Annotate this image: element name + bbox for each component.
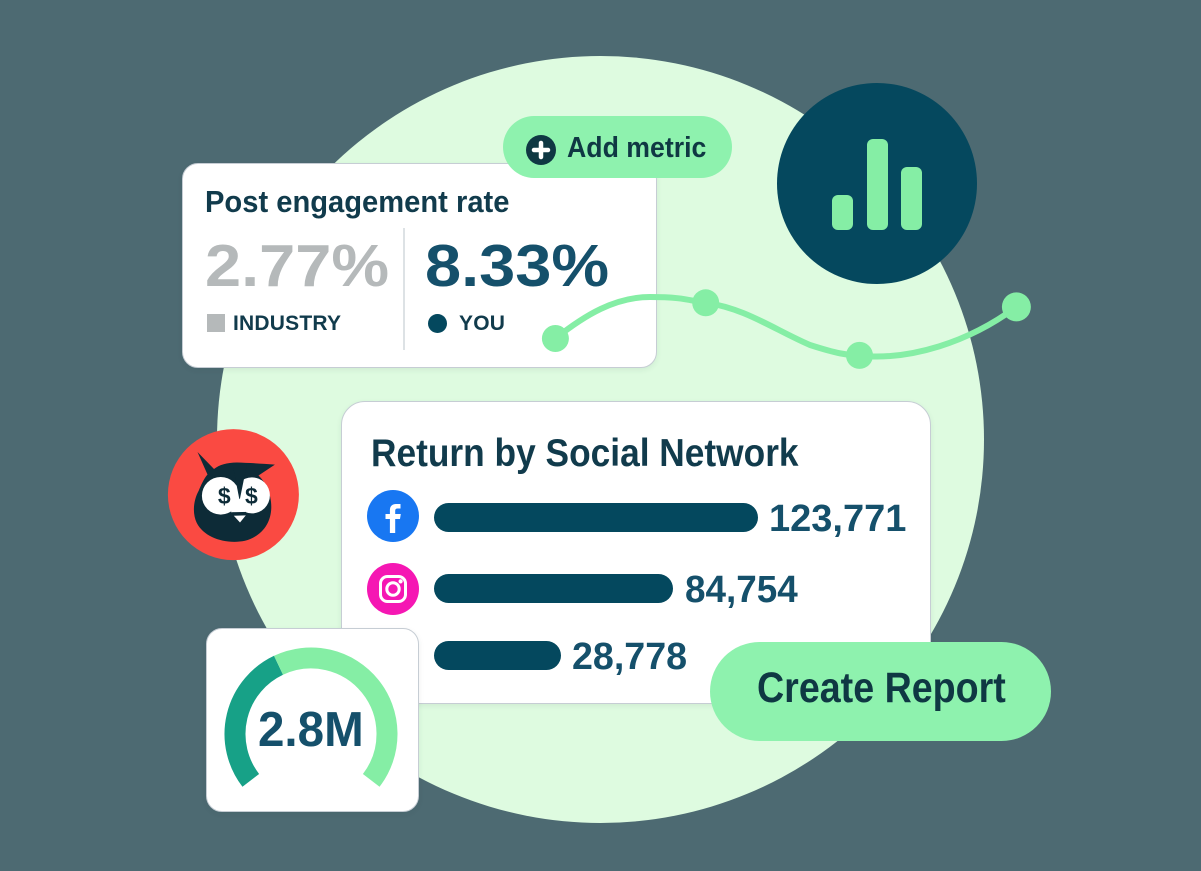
svg-text:$: $ <box>245 483 258 509</box>
svg-text:$: $ <box>218 483 231 509</box>
